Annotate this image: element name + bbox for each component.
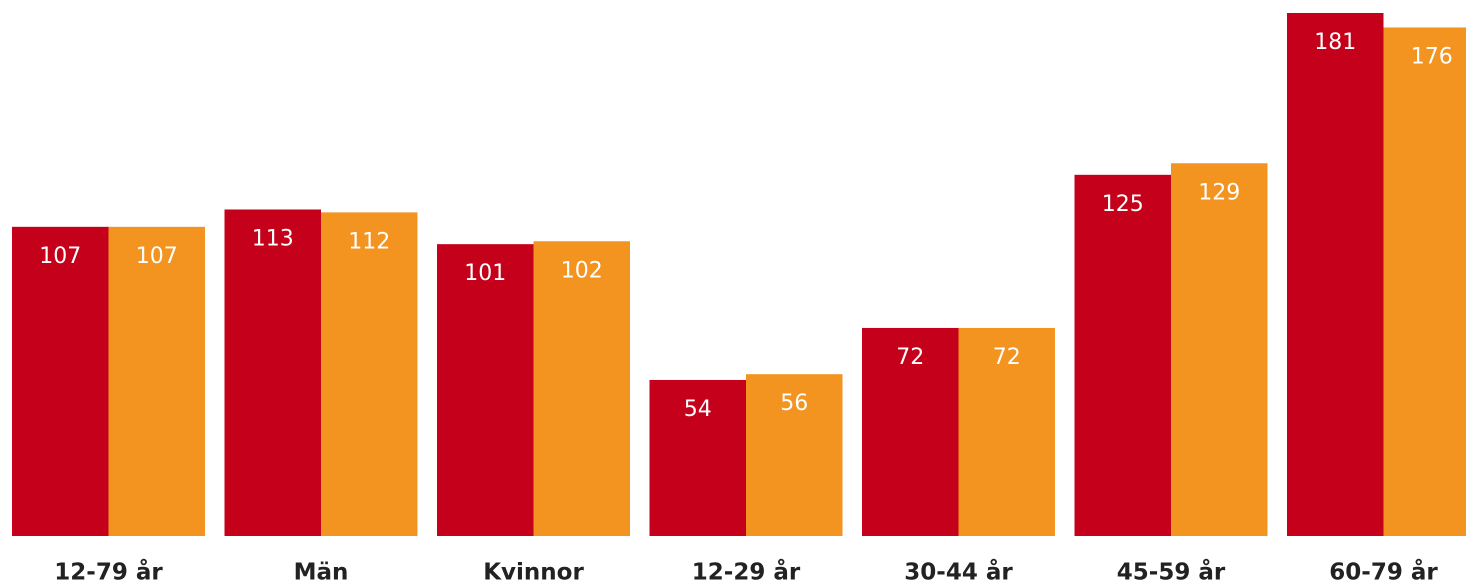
bar <box>862 327 959 536</box>
bar <box>1171 163 1268 536</box>
x-tick-label: 45-59 år <box>1117 559 1226 586</box>
x-tick-label: 12-29 år <box>692 559 801 586</box>
value-label: 101 <box>464 261 506 286</box>
bar <box>224 209 321 536</box>
value-label: 102 <box>561 258 603 283</box>
value-label: 54 <box>684 397 712 422</box>
bar <box>1383 27 1466 537</box>
value-label: 113 <box>252 226 294 251</box>
value-label: 72 <box>896 345 924 370</box>
x-tick-label: 60-79 år <box>1329 559 1438 586</box>
x-tick-label: Män <box>294 560 349 586</box>
bar <box>1074 174 1171 537</box>
bar <box>533 241 630 536</box>
x-tick-label: Kvinnor <box>483 560 584 586</box>
value-label: 107 <box>39 244 81 269</box>
bar <box>649 379 746 536</box>
value-label: 56 <box>780 391 808 416</box>
bar <box>746 374 843 536</box>
value-label: 107 <box>136 244 178 269</box>
value-label: 181 <box>1314 30 1356 55</box>
value-label: 72 <box>993 345 1021 370</box>
value-label: 112 <box>348 229 390 254</box>
bar <box>12 226 109 536</box>
value-label: 129 <box>1198 180 1240 205</box>
bar <box>1287 13 1384 536</box>
bar <box>437 244 534 536</box>
x-tick-label: 30-44 år <box>904 559 1013 586</box>
value-label: 176 <box>1411 44 1453 69</box>
bar <box>108 226 205 536</box>
x-tick-label: 12-79 år <box>54 559 163 586</box>
value-label: 125 <box>1102 192 1144 217</box>
bar <box>958 327 1055 536</box>
bar <box>321 212 418 537</box>
